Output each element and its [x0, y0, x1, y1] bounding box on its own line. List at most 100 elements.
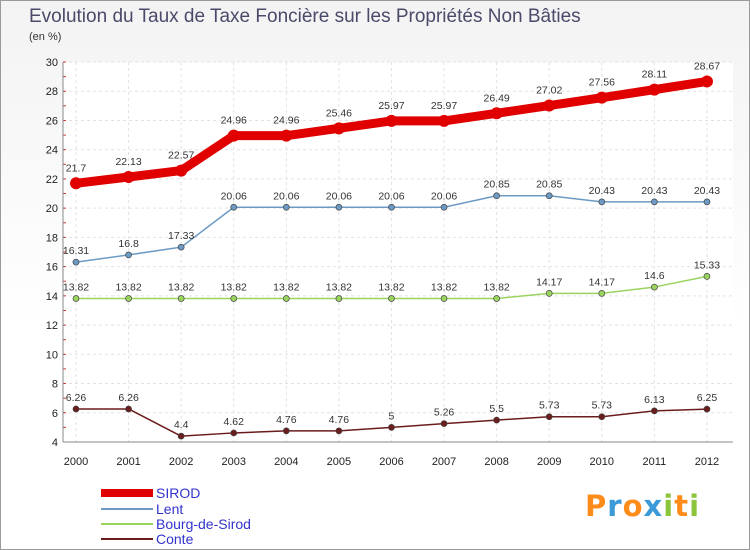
data-point	[388, 295, 395, 302]
data-point	[122, 171, 135, 184]
y-tick-label: 4	[52, 437, 58, 449]
data-label: 21.7	[66, 162, 87, 174]
data-label: 25.46	[326, 107, 352, 119]
logo-letter: o	[622, 489, 644, 523]
data-label: 20.43	[641, 185, 667, 197]
legend-label: Conte	[156, 531, 194, 547]
data-label: 13.82	[221, 281, 247, 293]
data-point	[388, 424, 395, 431]
data-label: 5.5	[489, 403, 504, 415]
data-point	[598, 290, 606, 297]
data-point	[177, 432, 185, 440]
data-point	[703, 273, 711, 280]
data-label: 27.56	[589, 77, 615, 89]
data-point	[545, 192, 553, 200]
x-tick-label: 2004	[274, 456, 298, 468]
legend-label: SIROD	[156, 485, 200, 501]
y-tick-label: 18	[46, 232, 58, 244]
series-sirod: 21.7 22.13 22.57 24.96 24.96 25.46 25.97 25.97 2…	[66, 60, 720, 190]
x-tick-label: 2002	[169, 456, 193, 468]
logo-letter: t	[674, 489, 690, 523]
x-tick-label: 2003	[221, 456, 245, 468]
data-point	[545, 290, 553, 297]
data-label: 13.82	[483, 281, 509, 293]
data-point	[335, 203, 343, 211]
data-label: 13.82	[326, 281, 352, 293]
data-point	[332, 122, 345, 135]
data-label: 13.82	[431, 281, 457, 293]
logo-letter: i	[689, 489, 701, 523]
data-label: 13.82	[115, 281, 141, 293]
data-point	[700, 75, 713, 88]
chart-subtitle: (en %)	[29, 31, 62, 43]
data-point	[280, 129, 293, 142]
data-point	[385, 114, 398, 127]
data-point	[282, 295, 290, 302]
data-point	[651, 407, 658, 415]
logo-letter: x	[643, 489, 664, 523]
data-point	[598, 413, 606, 421]
data-label: 5.26	[434, 407, 455, 419]
data-label: 5.73	[592, 400, 613, 412]
data-label: 4.76	[329, 414, 350, 426]
data-point	[440, 295, 448, 302]
data-label: 24.96	[221, 115, 247, 127]
data-label: 20.43	[589, 185, 615, 197]
data-label: 14.17	[536, 276, 562, 288]
data-label: 6.13	[644, 394, 665, 406]
y-tick-label: 16	[46, 262, 58, 274]
data-label: 5	[389, 410, 395, 422]
data-point	[651, 283, 658, 291]
data-point	[230, 429, 238, 437]
data-label: 4.62	[224, 416, 245, 428]
x-tick-label: 2006	[379, 456, 403, 468]
data-label: 13.82	[168, 281, 194, 293]
x-tick-label: 2009	[537, 456, 561, 468]
data-label: 5.73	[539, 400, 560, 412]
logo-letter: r	[607, 489, 623, 523]
data-label: 6.26	[66, 392, 87, 404]
data-label: 4.76	[276, 414, 297, 426]
data-label: 6.25	[697, 392, 718, 404]
data-label: 20.06	[431, 190, 457, 202]
x-tick-label: 2011	[643, 456, 667, 468]
data-point	[440, 203, 448, 211]
data-label: 13.82	[378, 281, 404, 293]
y-tick-label: 8	[52, 379, 58, 391]
legend-label: Bourg-de-Sirod	[156, 516, 251, 532]
data-point	[175, 164, 188, 177]
y-tick-label: 26	[46, 115, 58, 127]
x-tick-label: 2000	[64, 456, 88, 468]
data-point	[490, 107, 503, 120]
x-tick-label: 2008	[484, 456, 508, 468]
data-point	[703, 198, 711, 206]
data-point	[125, 405, 132, 413]
logo-letter: P	[585, 489, 608, 523]
data-point	[545, 413, 553, 421]
x-tick-label: 2001	[116, 456, 140, 468]
data-point	[388, 203, 395, 211]
y-tick-label: 14	[46, 291, 58, 303]
data-point	[335, 427, 343, 435]
data-point	[438, 114, 451, 127]
data-label: 26.49	[483, 92, 509, 104]
data-label: 20.06	[326, 190, 352, 202]
data-point	[703, 405, 711, 413]
x-tick-label: 2012	[695, 456, 719, 468]
data-label: 17.33	[168, 230, 194, 242]
x-tick-label: 2005	[327, 456, 351, 468]
y-tick-label: 24	[46, 145, 58, 157]
data-point	[282, 427, 290, 435]
data-point	[493, 295, 500, 302]
data-point	[335, 295, 343, 302]
y-tick-label: 6	[52, 408, 58, 420]
y-tick-label: 22	[46, 174, 58, 186]
y-tick-label: 10	[46, 349, 58, 361]
data-point	[230, 203, 238, 211]
data-label: 28.11	[642, 69, 668, 81]
data-label: 13.82	[273, 281, 299, 293]
proxiti-logo: Proxiti	[585, 489, 700, 523]
data-point	[493, 192, 500, 200]
